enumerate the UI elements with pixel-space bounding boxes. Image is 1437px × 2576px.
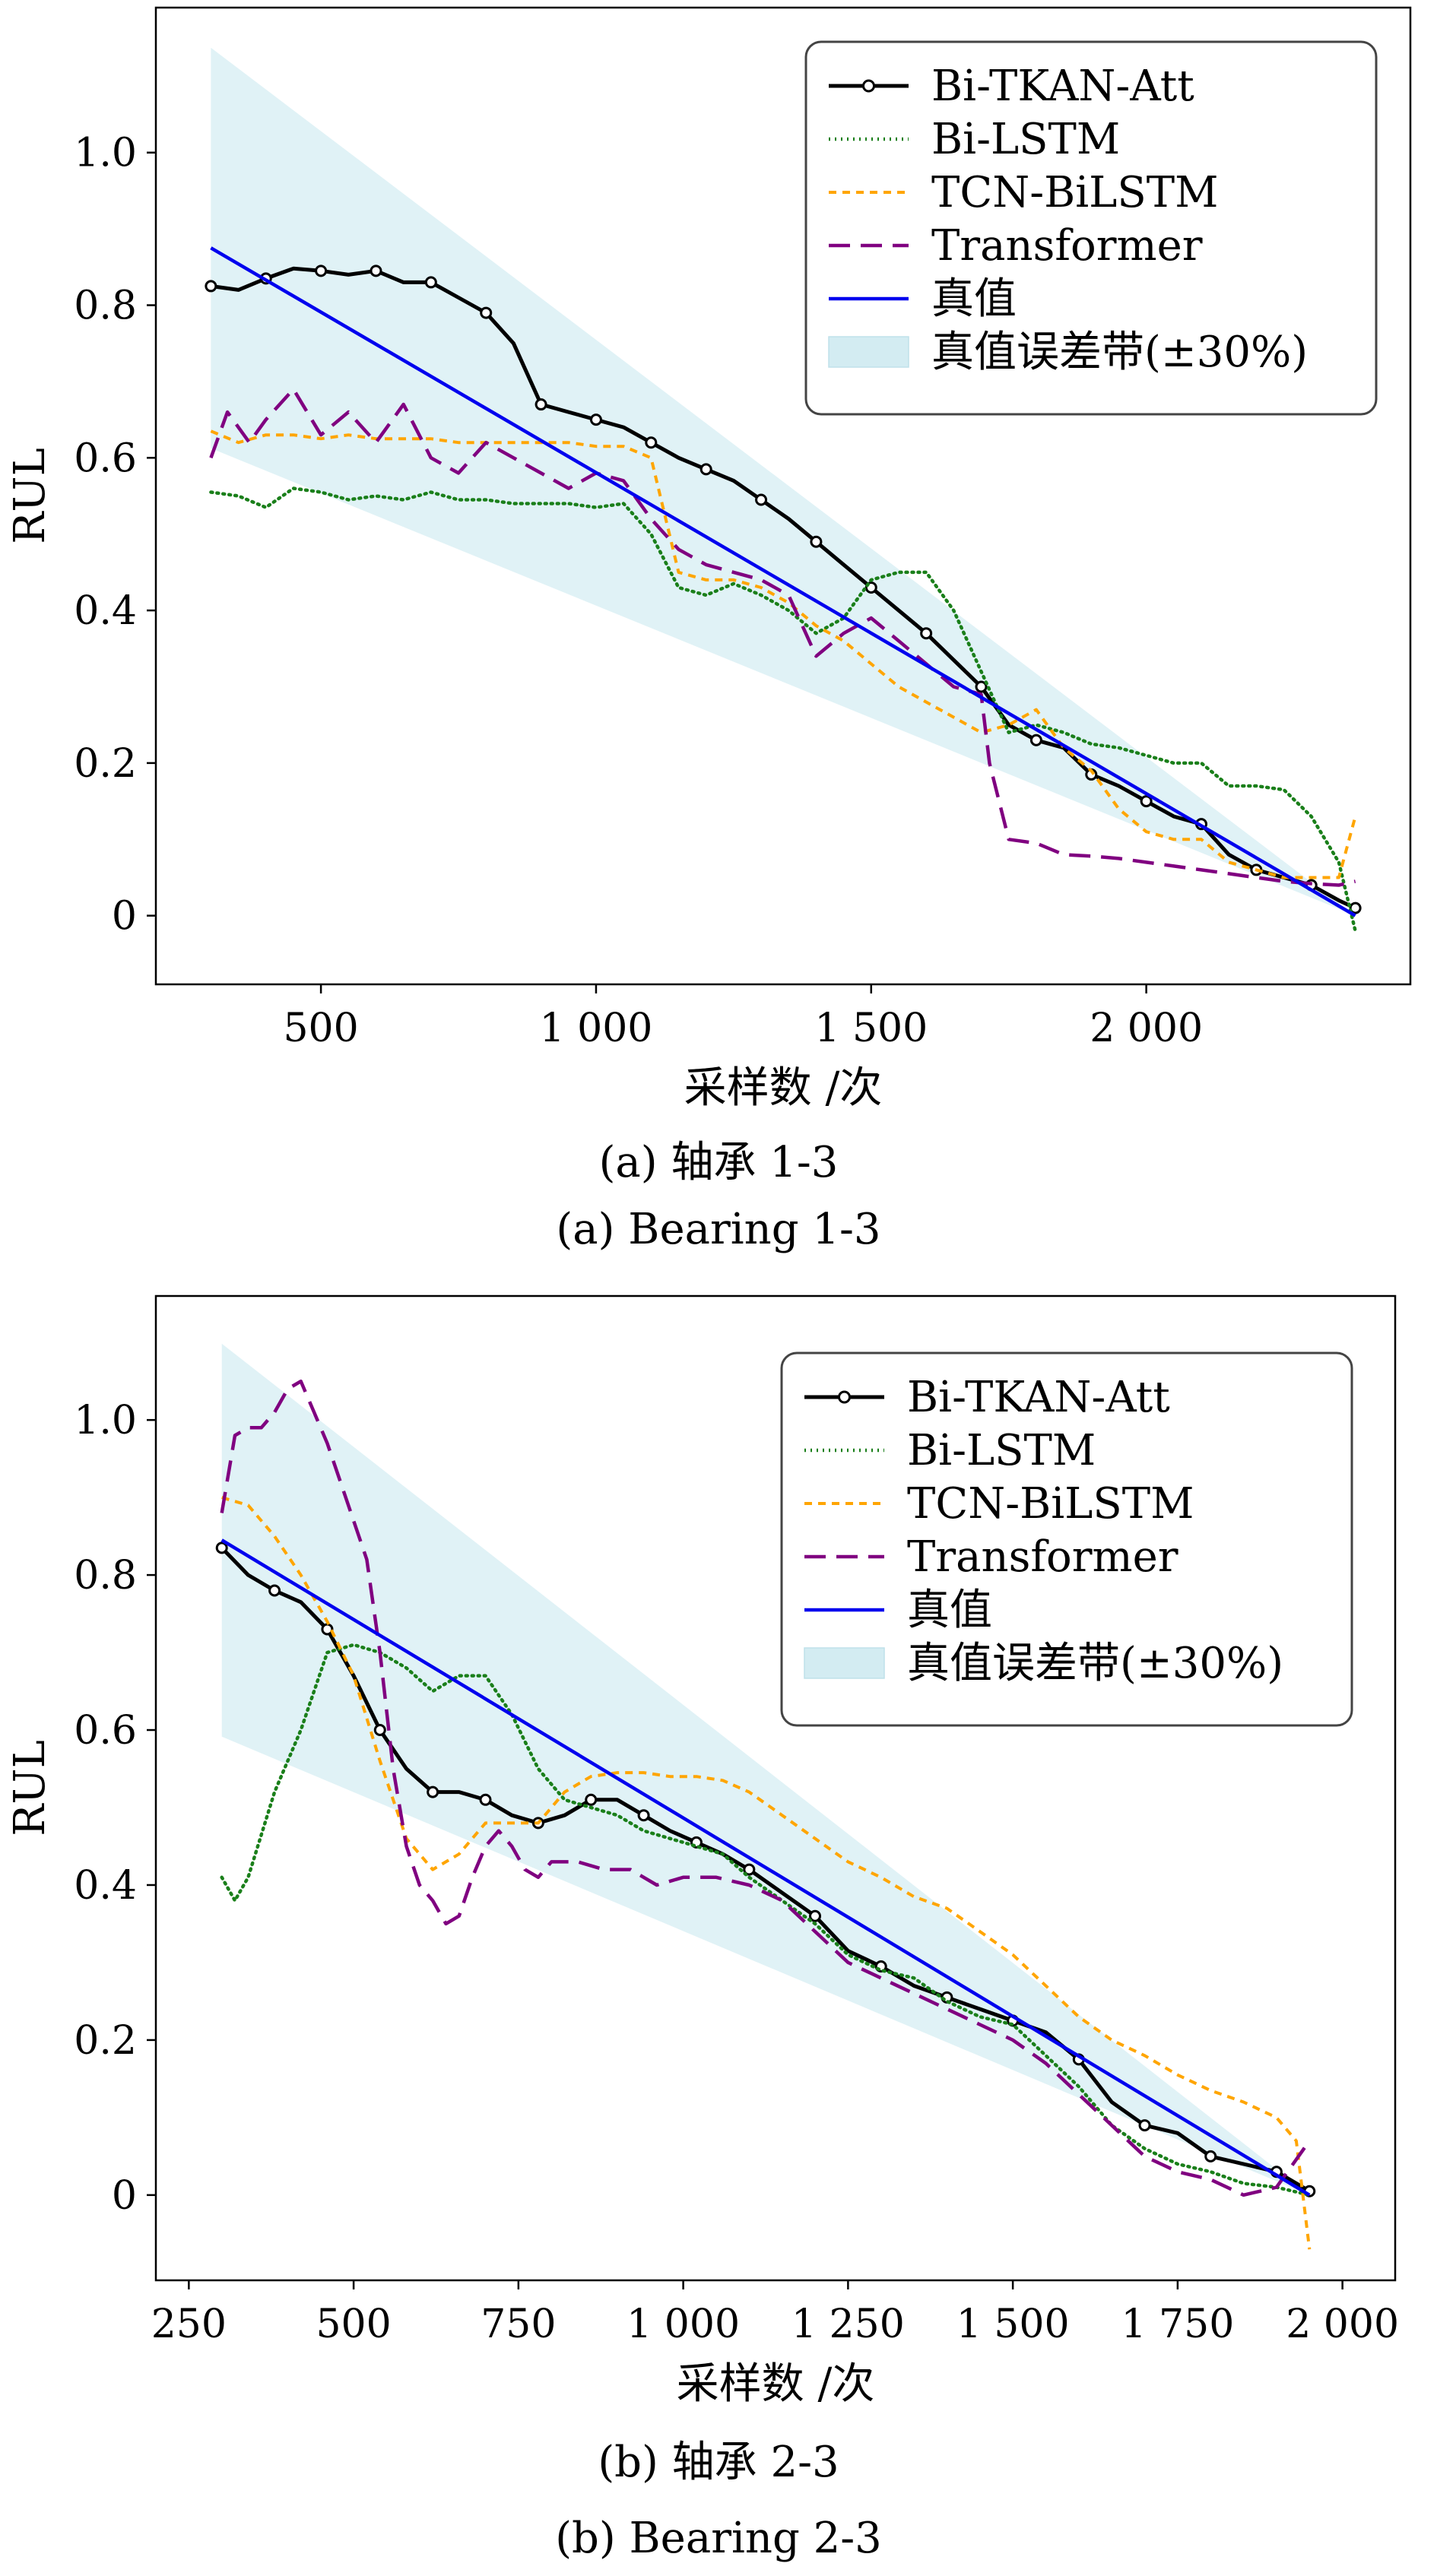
legend: Bi-TKAN-AttBi-LSTMTCN-BiLSTMTransformer真…	[780, 1351, 1353, 1727]
x-tick-label: 1 250	[791, 2302, 905, 2347]
legend-marker	[838, 1390, 851, 1404]
chart-panel-b: 250 500 750 1 000 1 250 1 500 1 750 2 000 0 0.2 0.…	[5, 1294, 1399, 2563]
legend-label-transformer: Transformer	[907, 1532, 1178, 1582]
y-tick-label: 0.2	[74, 741, 137, 787]
legend-swatch-error-band	[828, 336, 909, 368]
data-point-bi-tkan-att	[809, 1909, 822, 1922]
data-point-bi-tkan-att	[370, 265, 382, 277]
legend-label-bi-tkan-att: Bi-TKAN-Att	[907, 1373, 1170, 1422]
error-band	[211, 47, 1356, 916]
axes-frame	[154, 6, 1412, 986]
data-point-bi-tkan-att	[315, 265, 328, 277]
x-tick-label: 500	[316, 2302, 391, 2347]
data-point-bi-tkan-att	[589, 413, 602, 426]
data-point-bi-tkan-att	[479, 1793, 492, 1806]
data-point-bi-tkan-att	[1140, 795, 1153, 808]
data-point-bi-tkan-att	[743, 1863, 756, 1876]
y-tick-label: 0.8	[74, 1553, 137, 1599]
series-bi-tkan-att-line	[220, 1546, 1311, 2193]
caption-en: (b) Bearing 2-3	[555, 2514, 882, 2563]
legend-box	[780, 1351, 1353, 1727]
y-tick-label: 0.2	[74, 2018, 137, 2064]
data-point-bi-tkan-att	[215, 1541, 228, 1554]
y-axis-label: RUL	[5, 448, 55, 544]
legend-label-bi-lstm: Bi-LSTM	[931, 115, 1120, 164]
series-tcn-bilstm-line	[210, 429, 1357, 879]
legend: Bi-TKAN-AttBi-LSTMTCN-BiLSTMTransformer真…	[804, 40, 1378, 416]
x-tick-label: 1 500	[956, 2302, 1070, 2347]
x-tick-label: 2 000	[1090, 1006, 1203, 1051]
data-point-bi-tkan-att	[1138, 2119, 1151, 2132]
axes-frame	[154, 1294, 1397, 2282]
series-bi-lstm-line	[220, 1643, 1312, 2197]
y-tick-label: 0	[112, 2173, 137, 2219]
series-true-value-line	[210, 246, 1356, 917]
data-point-bi-tkan-att	[920, 627, 933, 640]
data-point-bi-tkan-att	[637, 1809, 650, 1822]
plot-area	[205, 47, 1362, 933]
series-tcn-bilstm-line	[221, 1496, 1312, 2250]
legend-label-error-band: 真值误差带(±30%)	[931, 328, 1308, 377]
y-tick-label: 0.4	[74, 1863, 137, 1909]
series-transformer-line	[220, 1379, 1312, 2197]
y-axis-label: RUL	[5, 1740, 55, 1836]
x-tick-label: 1 000	[627, 2302, 740, 2347]
data-point-bi-tkan-att	[268, 1584, 281, 1597]
series-true-value-line	[220, 1538, 1311, 2197]
data-point-bi-tkan-att	[1349, 901, 1362, 914]
legend-label-tcn-bilstm: TCN-BiLSTM	[907, 1479, 1194, 1529]
data-point-bi-tkan-att	[427, 1785, 439, 1798]
y-tick-label: 0	[112, 894, 137, 939]
chart-panel-a: 500 1 000 1 500 2 000 0 0.2 0.4 0.6 0.8 1.0 采样数 /次…	[5, 6, 1412, 1254]
data-point-bi-tkan-att	[373, 1724, 386, 1737]
x-axis-label: 采样数 /次	[684, 1063, 883, 1113]
caption-en: (a) Bearing 1-3	[556, 1205, 880, 1254]
data-point-bi-tkan-att	[975, 680, 988, 693]
x-tick-label: 750	[481, 2302, 556, 2347]
legend-label-true-value: 真值	[931, 274, 1017, 324]
x-tick-label: 250	[151, 2302, 227, 2347]
data-point-bi-tkan-att	[645, 436, 658, 449]
x-tick-label: 500	[283, 1006, 358, 1051]
caption-cn: (b) 轴承 2-3	[598, 2438, 839, 2487]
x-tick-label: 1 000	[540, 1006, 653, 1051]
data-point-bi-tkan-att	[1029, 734, 1042, 746]
y-tick-label: 1.0	[74, 131, 137, 176]
x-tick-label: 1 500	[814, 1006, 928, 1051]
y-tick-label: 1.0	[74, 1398, 137, 1443]
data-point-bi-tkan-att	[1204, 2150, 1217, 2163]
caption-cn: (a) 轴承 1-3	[599, 1138, 839, 1187]
legend-marker	[862, 79, 875, 93]
data-point-bi-tkan-att	[424, 276, 437, 289]
data-point-bi-tkan-att	[755, 493, 768, 506]
error-band	[221, 1343, 1310, 2195]
data-point-bi-tkan-att	[480, 306, 493, 319]
data-point-bi-tkan-att	[810, 535, 823, 548]
legend-label-error-band: 真值误差带(±30%)	[907, 1639, 1283, 1688]
x-axis-label: 采样数 /次	[677, 2359, 875, 2409]
legend-label-tcn-bilstm: TCN-BiLSTM	[931, 168, 1218, 217]
series-transformer-line	[209, 387, 1356, 887]
y-tick-label: 0.6	[74, 436, 137, 481]
data-point-bi-tkan-att	[321, 1623, 334, 1636]
x-tick-label: 2 000	[1286, 2302, 1399, 2347]
data-point-bi-tkan-att	[585, 1793, 598, 1806]
legend-label-true-value: 真值	[907, 1586, 992, 1635]
x-tick-label: 1 750	[1121, 2302, 1234, 2347]
series-bi-lstm-line	[209, 486, 1357, 933]
y-tick-label: 0.6	[74, 1708, 137, 1754]
legend-label-bi-lstm: Bi-LSTM	[907, 1426, 1096, 1475]
data-point-bi-tkan-att	[699, 463, 712, 476]
data-point-bi-tkan-att	[205, 280, 217, 293]
legend-label-bi-tkan-att: Bi-TKAN-Att	[931, 62, 1194, 111]
plot-area	[215, 1343, 1316, 2250]
y-tick-label: 0.8	[74, 284, 137, 329]
y-tick-label: 0.4	[74, 588, 137, 634]
series-bi-tkan-att-line	[211, 266, 1356, 910]
legend-swatch-error-band	[804, 1647, 885, 1679]
data-point-bi-tkan-att	[535, 398, 547, 411]
legend-box	[804, 40, 1378, 416]
legend-label-transformer: Transformer	[931, 221, 1203, 271]
